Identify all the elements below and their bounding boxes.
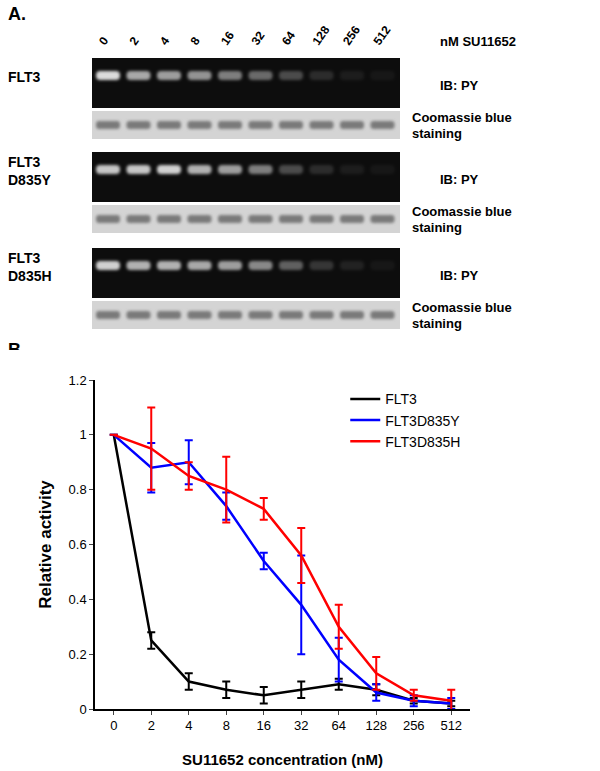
- svg-text:4: 4: [157, 34, 172, 48]
- svg-text:FLT3D835H: FLT3D835H: [385, 434, 460, 450]
- svg-text:256: 256: [403, 718, 425, 733]
- svg-text:FLT3D835Y: FLT3D835Y: [385, 413, 460, 429]
- svg-text:Relative activity: Relative activity: [36, 480, 55, 609]
- svg-text:FLT3: FLT3: [385, 391, 417, 407]
- svg-text:0: 0: [110, 718, 117, 733]
- svg-text:0.8: 0.8: [69, 482, 87, 497]
- svg-text:staining: staining: [412, 220, 462, 235]
- svg-text:8: 8: [187, 34, 202, 48]
- svg-text:FLT3: FLT3: [8, 154, 41, 170]
- svg-text:64: 64: [279, 28, 298, 47]
- svg-text:64: 64: [332, 718, 346, 733]
- svg-text:2: 2: [126, 34, 141, 48]
- svg-text:SU11652 concentration (nM): SU11652 concentration (nM): [182, 751, 383, 768]
- svg-text:IB: PY: IB: PY: [440, 268, 479, 283]
- svg-text:1.2: 1.2: [69, 373, 87, 388]
- svg-text:32: 32: [294, 718, 308, 733]
- svg-text:Coomassie blue: Coomassie blue: [412, 300, 512, 315]
- svg-text:IB: PY: IB: PY: [440, 78, 479, 93]
- svg-text:256: 256: [340, 23, 363, 48]
- svg-text:128: 128: [309, 23, 332, 48]
- html-text:B.: B.: [8, 340, 26, 360]
- svg-text:D835Y: D835Y: [8, 172, 51, 188]
- svg-text:FLT3: FLT3: [8, 69, 41, 85]
- svg-text:nM SU11652: nM SU11652: [440, 34, 516, 49]
- svg-text:Coomassie blue: Coomassie blue: [412, 110, 512, 125]
- svg-text:0.2: 0.2: [69, 647, 87, 662]
- svg-text:staining: staining: [412, 316, 462, 331]
- svg-text:512: 512: [370, 23, 393, 48]
- svg-text:0.4: 0.4: [69, 592, 87, 607]
- svg-text:FLT3: FLT3: [8, 250, 41, 266]
- svg-text:4: 4: [185, 718, 192, 733]
- svg-text:16: 16: [257, 718, 271, 733]
- svg-text:8: 8: [223, 718, 230, 733]
- svg-text:2: 2: [148, 718, 155, 733]
- svg-text:512: 512: [440, 718, 462, 733]
- svg-text:1: 1: [79, 427, 86, 442]
- svg-text:32: 32: [248, 28, 267, 47]
- svg-text:128: 128: [365, 718, 387, 733]
- svg-text:0: 0: [96, 34, 111, 48]
- svg-text:A.: A.: [8, 4, 26, 24]
- svg-text:staining: staining: [412, 126, 462, 141]
- svg-text:IB: PY: IB: PY: [440, 172, 479, 187]
- svg-text:Coomassie blue: Coomassie blue: [412, 204, 512, 219]
- svg-text:16: 16: [218, 28, 237, 47]
- svg-text:D835H: D835H: [8, 268, 52, 284]
- svg-text:0: 0: [79, 702, 86, 717]
- svg-text:0.6: 0.6: [69, 537, 87, 552]
